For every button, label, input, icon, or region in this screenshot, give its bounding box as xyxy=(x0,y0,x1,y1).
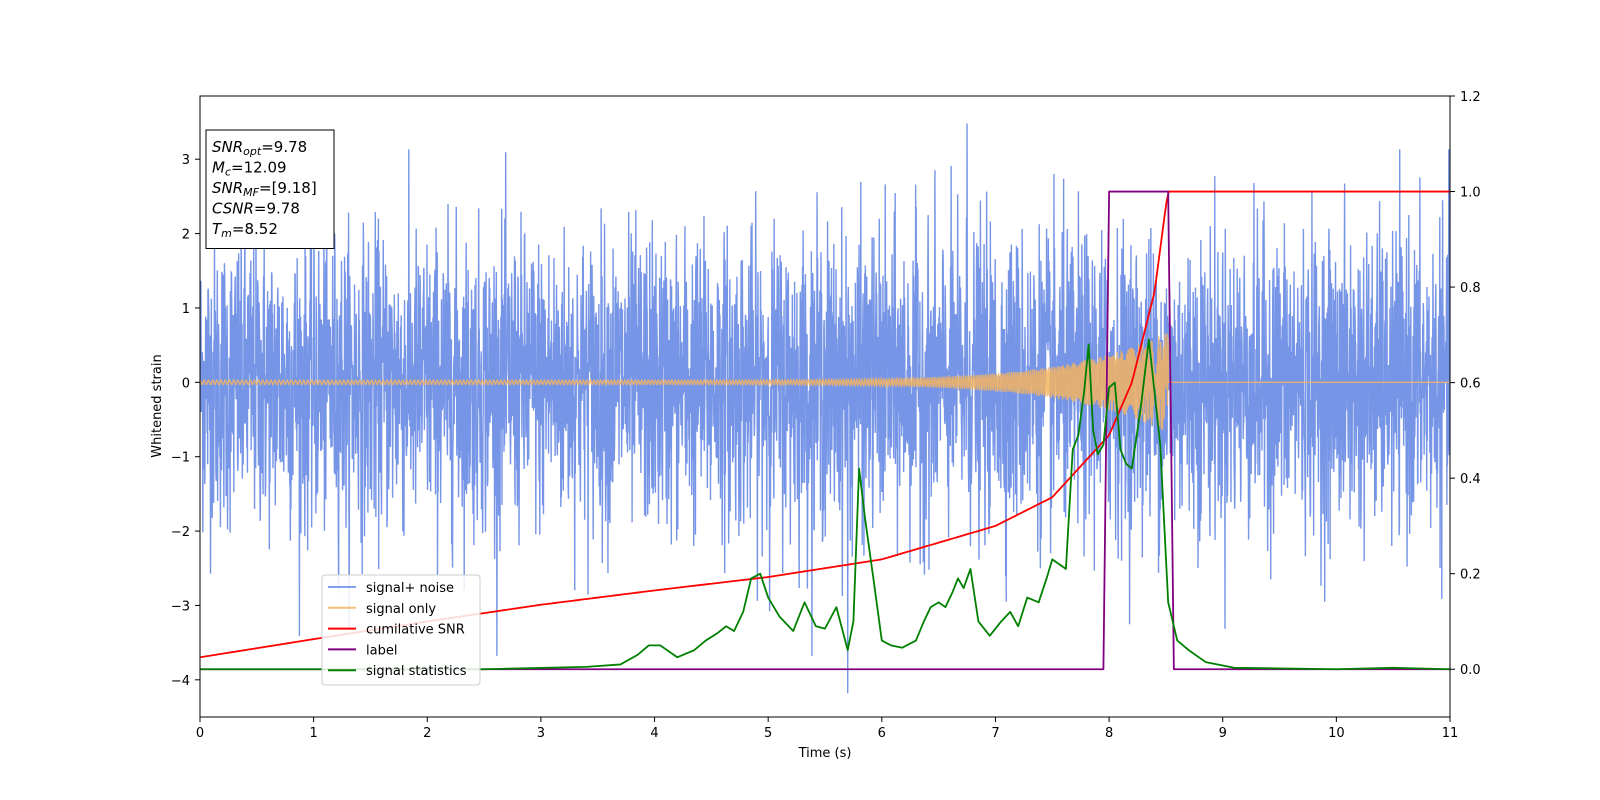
plot-frame xyxy=(199,95,1451,718)
y-tick-label: −2 xyxy=(171,525,190,540)
x-tick-label: 2 xyxy=(423,726,431,741)
y-axis-left: −4 −3 −2 −1 0 1 2 3 xyxy=(171,153,200,689)
data-layer xyxy=(200,123,1450,694)
legend-frame xyxy=(321,574,481,686)
x-tick-label: 0 xyxy=(196,726,204,741)
x-tick-label: 10 xyxy=(1328,726,1345,741)
x-tick-label: 7 xyxy=(991,726,999,741)
annotation-value: =9.78 xyxy=(261,138,307,156)
y-right-tick-label: 0.8 xyxy=(1460,281,1481,296)
annotation-line: SNRMF=[9.18] xyxy=(212,179,317,199)
annotation-line: SNRopt=9.78 xyxy=(212,138,307,158)
annotation-line: Tm=8.52 xyxy=(212,220,278,240)
legend-label-text: label xyxy=(366,643,397,658)
y-right-tick-label: 1.2 xyxy=(1460,90,1481,105)
x-tick-label: 6 xyxy=(878,726,886,741)
y-tick-label: 0 xyxy=(182,376,190,391)
legend: signal+ noise signal only cumilative SNR la… xyxy=(321,574,481,686)
legend-signal-noise-text: signal+ noise xyxy=(366,581,454,596)
y-right-tick-label: 0.0 xyxy=(1460,663,1481,678)
series-signal-statistics xyxy=(200,338,1450,671)
x-tick-label: 1 xyxy=(309,726,317,741)
annotation-line: Mc=12.09 xyxy=(212,159,287,179)
annotation-box: SNRopt=9.78Mc=12.09SNRMF=[9.18]CSNR=9.78… xyxy=(205,129,335,249)
annotation-subscript: MF xyxy=(243,186,259,199)
x-tick-label: 8 xyxy=(1105,726,1113,741)
annotation-subscript: opt xyxy=(243,145,262,158)
y-right-tick-label: 0.2 xyxy=(1460,568,1481,583)
series-signal-only xyxy=(200,333,1450,431)
y-tick-label: 3 xyxy=(182,153,190,168)
annotation-value: =12.09 xyxy=(231,159,287,177)
y-right-tick-label: 0.6 xyxy=(1460,377,1481,392)
legend-cumulative-snr-text: cumilative SNR xyxy=(366,623,465,638)
y-tick-label: −3 xyxy=(171,599,190,614)
annotation-var: SNR xyxy=(212,179,243,197)
annotation-var: CSNR xyxy=(212,200,254,218)
legend-signal-statistics-text: signal statistics xyxy=(366,664,467,679)
annotation-var: M xyxy=(212,159,225,177)
x-tick-label: 5 xyxy=(764,726,772,741)
x-axis: 0 1 2 3 4 5 6 7 8 9 10 11 xyxy=(196,717,1458,741)
annotation-value: =8.52 xyxy=(232,220,278,238)
y-right-tick-label: 0.4 xyxy=(1460,472,1481,487)
annotation-value: =9.78 xyxy=(254,200,300,218)
x-tick-label: 11 xyxy=(1442,726,1459,741)
y-right-tick-label: 1.0 xyxy=(1460,186,1481,201)
series-label xyxy=(200,190,1450,671)
y-axis-right: 0.0 0.2 0.4 0.6 0.8 1.0 1.2 xyxy=(1450,90,1481,678)
annotation-var: T xyxy=(212,220,223,238)
y-tick-label: 2 xyxy=(182,228,190,243)
y-tick-label: −4 xyxy=(171,674,190,689)
x-tick-label: 4 xyxy=(650,726,658,741)
annotation-subscript: m xyxy=(221,227,232,240)
annotation-line: CSNR=9.78 xyxy=(212,200,300,218)
annotation-frame xyxy=(205,129,335,249)
y-tick-label: −1 xyxy=(171,451,190,466)
annotation-subscript: c xyxy=(225,166,231,179)
x-axis-label: Time (s) xyxy=(798,746,852,761)
annotation-var: SNR xyxy=(212,138,243,156)
legend-signal-only-text: signal only xyxy=(366,602,436,617)
y-axis-label: Whitened strain xyxy=(150,354,165,457)
x-tick-label: 3 xyxy=(537,726,545,741)
y-tick-label: 1 xyxy=(182,302,190,317)
x-tick-label: 9 xyxy=(1219,726,1227,741)
annotation-value: =[9.18] xyxy=(259,179,317,197)
